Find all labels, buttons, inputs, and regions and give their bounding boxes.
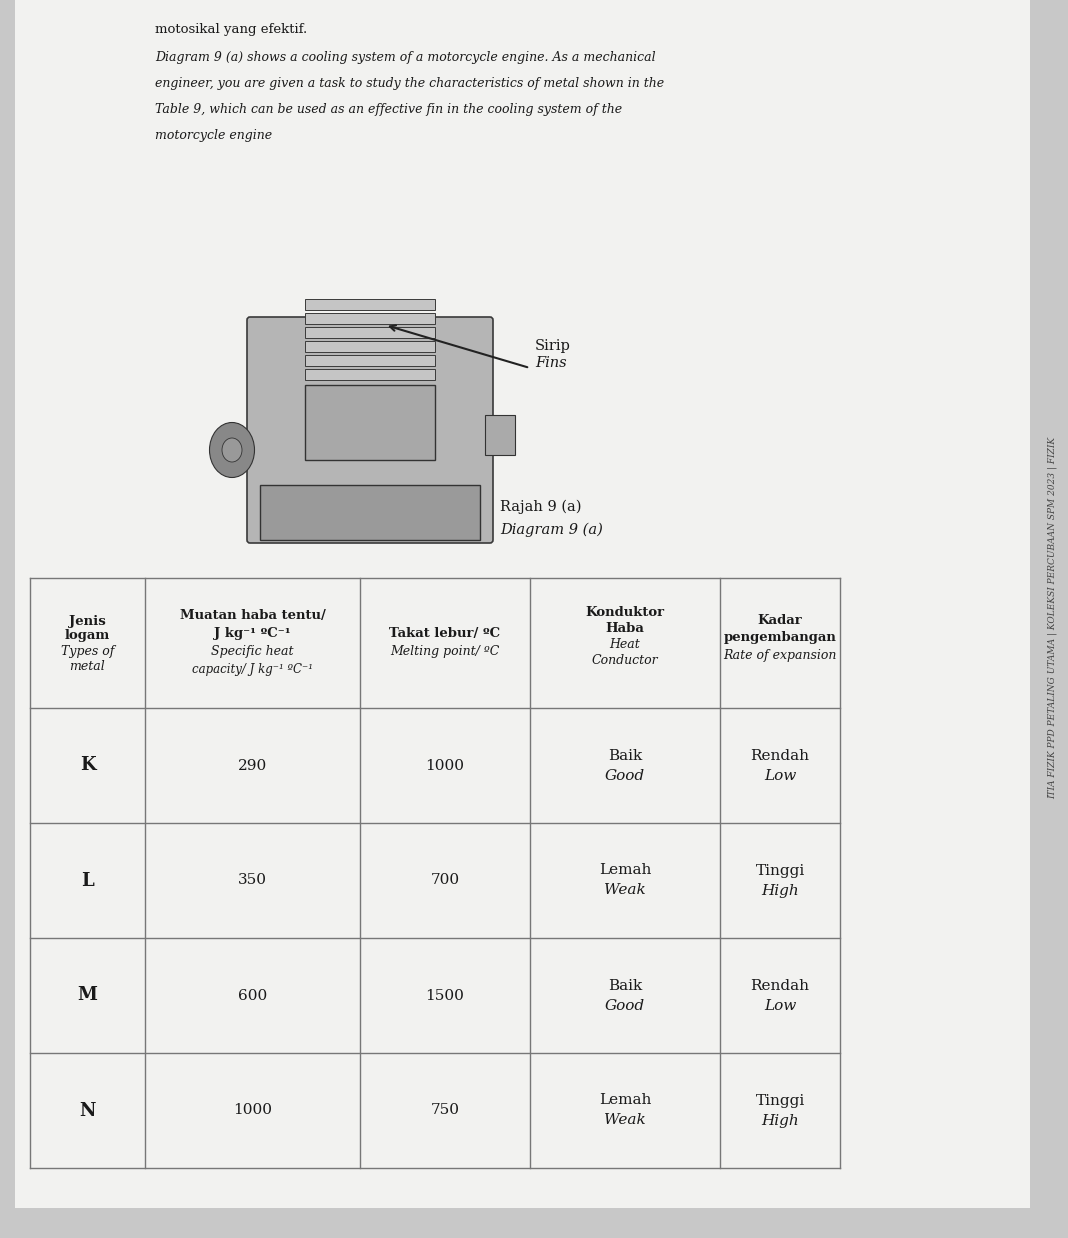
Text: Melting point/ ºC: Melting point/ ºC	[390, 645, 500, 657]
Ellipse shape	[222, 438, 242, 462]
Text: Low: Low	[764, 769, 796, 782]
Text: Muatan haba tentu/: Muatan haba tentu/	[179, 609, 326, 621]
Text: Fins: Fins	[535, 357, 567, 370]
Text: Haba: Haba	[606, 623, 644, 635]
Text: 290: 290	[238, 759, 267, 773]
Text: Conductor: Conductor	[592, 655, 658, 667]
Text: capacity/ J kg⁻¹ ºC⁻¹: capacity/ J kg⁻¹ ºC⁻¹	[192, 662, 313, 676]
Text: M: M	[78, 987, 97, 1004]
Text: Good: Good	[604, 999, 645, 1013]
Text: Rajah 9 (a): Rajah 9 (a)	[500, 500, 581, 515]
Text: N: N	[79, 1102, 96, 1119]
Text: J kg⁻¹ ºC⁻¹: J kg⁻¹ ºC⁻¹	[215, 626, 290, 640]
Text: Types of: Types of	[61, 645, 114, 659]
Text: Baik: Baik	[608, 749, 642, 763]
Text: metal: metal	[69, 661, 106, 673]
Text: Jenis: Jenis	[69, 614, 106, 628]
Text: Weak: Weak	[604, 1113, 646, 1128]
Text: Tinggi: Tinggi	[755, 863, 804, 878]
Text: Heat: Heat	[610, 639, 641, 651]
Text: 1500: 1500	[425, 988, 465, 1003]
Bar	[305, 340, 435, 352]
Bar	[305, 355, 435, 366]
Text: 350: 350	[238, 874, 267, 888]
Text: Tinggi: Tinggi	[755, 1093, 804, 1108]
Text: Sirip: Sirip	[535, 339, 571, 353]
Text: engineer, you are given a task to study the characteristics of metal shown in th: engineer, you are given a task to study …	[155, 77, 664, 90]
Text: Low: Low	[764, 999, 796, 1013]
Bar	[305, 369, 435, 380]
Text: Rendah: Rendah	[751, 978, 810, 993]
Text: 1000: 1000	[425, 759, 465, 773]
Text: High: High	[761, 1113, 799, 1128]
Text: logam: logam	[65, 629, 110, 643]
Bar	[305, 313, 435, 324]
Bar	[305, 327, 435, 338]
Text: Lemah: Lemah	[599, 863, 651, 878]
Text: Specific heat: Specific heat	[211, 645, 294, 657]
Text: Rate of expansion: Rate of expansion	[723, 649, 836, 661]
Text: motorcycle engine: motorcycle engine	[155, 129, 272, 142]
Ellipse shape	[209, 422, 254, 478]
Text: ITIA FIZIK PPD PETALING UTAMA | KOLEKSI PERCUBAAN SPM 2023 | FIZIK: ITIA FIZIK PPD PETALING UTAMA | KOLEKSI …	[1048, 437, 1056, 799]
Text: Lemah: Lemah	[599, 1093, 651, 1108]
Text: Diagram 9 (a) shows a cooling system of a motorcycle engine. As a mechanical: Diagram 9 (a) shows a cooling system of …	[155, 51, 656, 64]
Bar	[305, 300, 435, 310]
Text: High: High	[761, 884, 799, 898]
Text: Rendah: Rendah	[751, 749, 810, 763]
Text: Good: Good	[604, 769, 645, 782]
Text: Konduktor: Konduktor	[585, 607, 664, 619]
Text: 1000: 1000	[233, 1103, 272, 1118]
Text: pengembangan: pengembangan	[723, 630, 836, 644]
Text: Takat lebur/ ºC: Takat lebur/ ºC	[390, 626, 501, 640]
Text: Kadar: Kadar	[757, 614, 802, 628]
Text: motosikal yang efektif.: motosikal yang efektif.	[155, 24, 308, 36]
Text: Baik: Baik	[608, 978, 642, 993]
Text: 750: 750	[430, 1103, 459, 1118]
Text: Table 9, which can be used as an effective fin in the cooling system of the: Table 9, which can be used as an effecti…	[155, 103, 623, 116]
Bar	[305, 385, 435, 461]
Text: K: K	[80, 756, 95, 775]
Text: 600: 600	[238, 988, 267, 1003]
Text: L: L	[81, 872, 94, 889]
Text: 700: 700	[430, 874, 459, 888]
Text: Weak: Weak	[604, 884, 646, 898]
Bar	[260, 485, 480, 540]
Bar	[485, 415, 515, 456]
Text: Diagram 9 (a): Diagram 9 (a)	[500, 522, 602, 537]
FancyBboxPatch shape	[247, 317, 493, 543]
